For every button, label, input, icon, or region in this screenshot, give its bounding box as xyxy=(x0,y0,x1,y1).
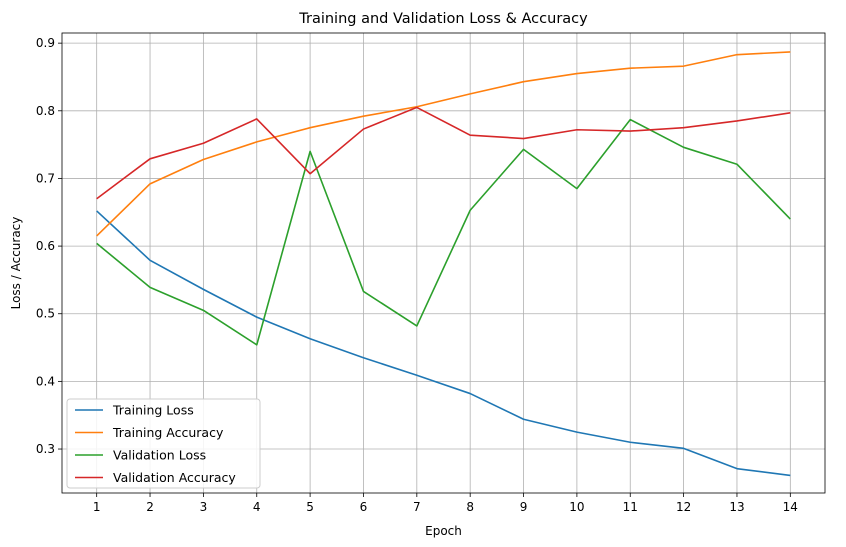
x-tick-label: 6 xyxy=(360,500,368,514)
x-tick-label: 7 xyxy=(413,500,421,514)
y-tick-label: 0.7 xyxy=(36,171,55,185)
x-tick-label: 12 xyxy=(676,500,691,514)
y-tick-label: 0.8 xyxy=(36,104,55,118)
axis-ticks: 1 2 3 4 5 6 7 8 9 10 11 12 13 140.30.40.50.60.70.80.9 xyxy=(36,36,798,514)
legend-label-training-loss: Training Loss xyxy=(112,403,194,418)
x-tick-label: 4 xyxy=(253,500,261,514)
y-tick-label: 0.3 xyxy=(36,442,55,456)
series-line-validation-accuracy xyxy=(96,106,791,200)
y-axis-title: Loss / Accuracy xyxy=(9,217,23,310)
legend-label-validation-loss: Validation Loss xyxy=(113,448,206,463)
x-tick-label: 13 xyxy=(729,500,744,514)
x-tick-label: 11 xyxy=(623,500,638,514)
x-tick-label: 9 xyxy=(520,500,528,514)
x-tick-label: 1 xyxy=(93,500,101,514)
series-lines xyxy=(96,51,791,477)
plot-frame xyxy=(61,32,826,494)
x-tick-label: 2 xyxy=(146,500,154,514)
legend-label-training-accuracy: Training Accuracy xyxy=(112,425,224,440)
legend: Training Loss Training Accuracy Validation… xyxy=(66,398,261,489)
x-tick-label: 10 xyxy=(569,500,584,514)
legend-label-validation-accuracy: Validation Accuracy xyxy=(113,470,236,485)
series-line-training-loss xyxy=(96,210,791,477)
x-tick-label: 3 xyxy=(200,500,208,514)
x-tick-label: 14 xyxy=(783,500,798,514)
legend-box xyxy=(66,398,261,489)
y-tick-label: 0.4 xyxy=(36,374,55,388)
y-tick-label: 0.6 xyxy=(36,239,55,253)
x-tick-label: 8 xyxy=(466,500,474,514)
y-tick-label: 0.5 xyxy=(36,307,55,321)
x-axis-title: Epoch xyxy=(425,524,462,538)
chart-title: Training and Validation Loss & Accuracy xyxy=(298,11,588,27)
series-line-training-accuracy xyxy=(96,51,791,237)
grid xyxy=(62,33,825,493)
y-tick-label: 0.9 xyxy=(36,36,55,50)
series-line-validation-loss xyxy=(96,118,791,346)
x-tick-label: 5 xyxy=(306,500,314,514)
